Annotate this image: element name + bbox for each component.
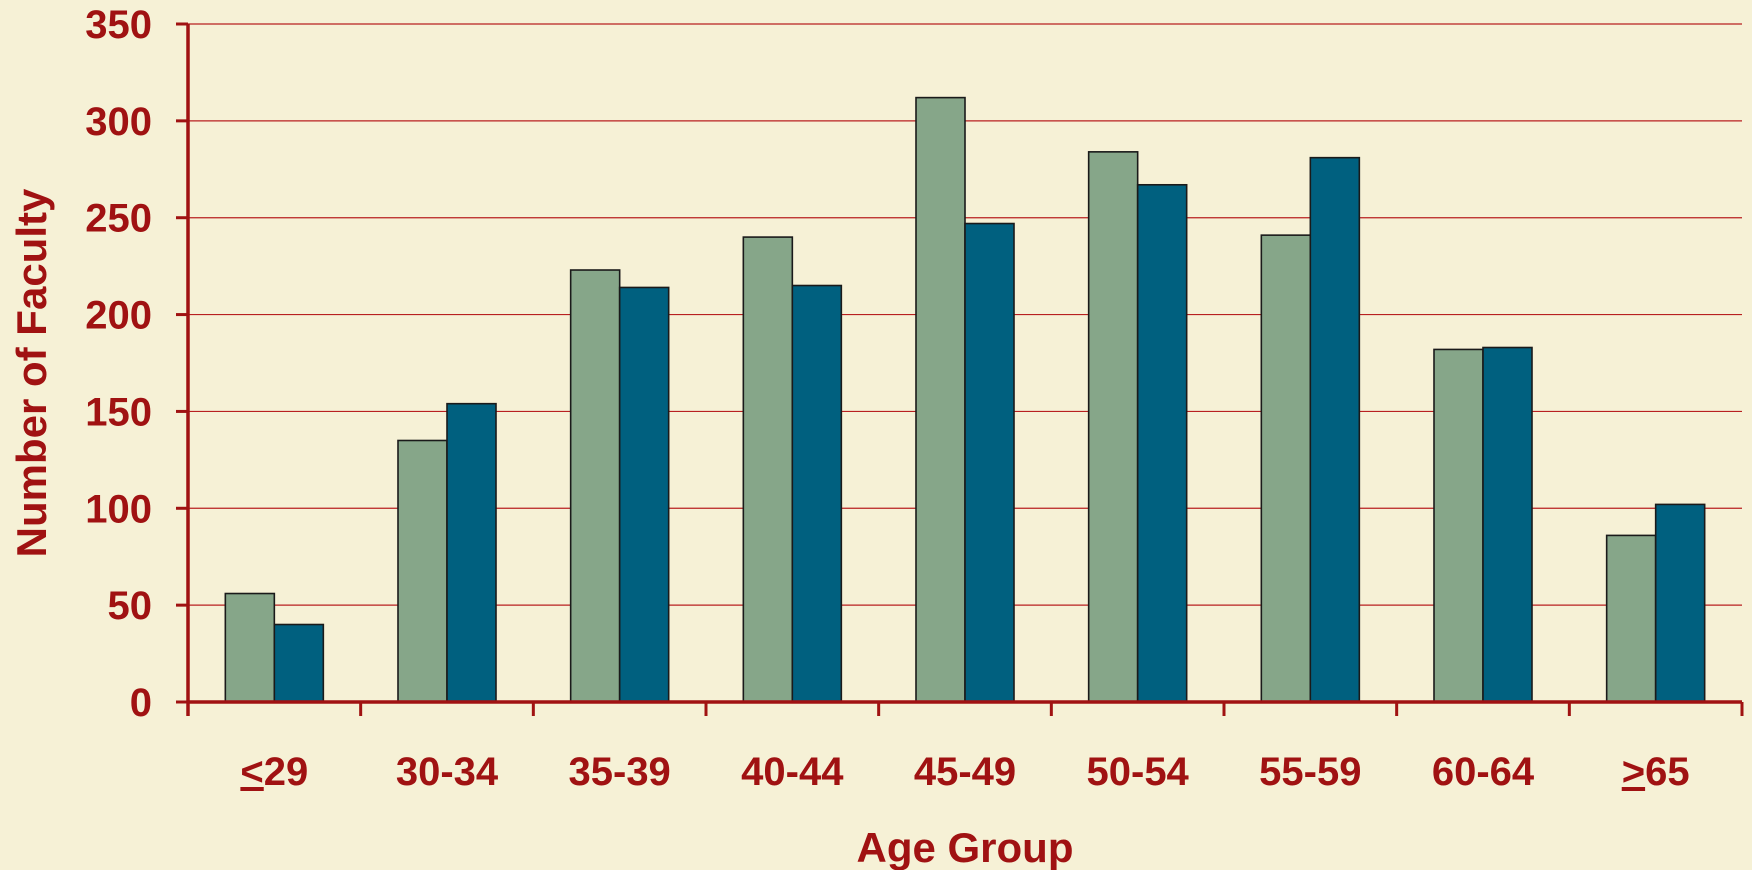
y-tick-label: 200 [85,294,152,338]
bar-series-1-<29 [224,592,276,703]
y-tick-label: 150 [85,390,152,434]
y-tick-label: 100 [85,487,152,531]
x-tick-label: 55-59 [1259,750,1361,794]
x-axis-title: Age Group [857,824,1074,870]
bar-series-2-60-64 [1482,346,1533,703]
axes [176,22,1744,716]
y-axis-title: Number of Faculty [8,188,55,557]
bar-series-1-60-64 [1433,348,1484,703]
y-tick-label: 250 [85,197,152,241]
x-tick-label: 50-54 [1087,750,1190,794]
bar-series-1-30-34 [397,439,448,703]
y-tick-label: 300 [85,100,152,144]
x-tick-label: 35-39 [569,750,671,794]
bar-series-1-45-49 [915,96,966,703]
bar-series-1-50-54 [1087,151,1139,703]
bars [224,96,1706,703]
x-tick-label: 45-49 [914,750,1016,794]
bar-series-2-40-44 [791,284,843,703]
bar-series-1-55-59 [1260,234,1312,703]
x-tick-label: <29 [240,750,308,794]
bar-series-2-35-39 [618,286,670,703]
bar-series-1->65 [1605,534,1657,703]
tick-labels: 0 50 100 150 200 250 300 350 <29 30-34 35-39 40-44 4… [85,3,1689,794]
bar-series-2-30-34 [446,402,497,703]
bar-series-2-55-59 [1309,156,1361,703]
bar-series-2-50-54 [1136,183,1188,703]
bar-series-1-40-44 [742,236,794,703]
bar-series-2-45-49 [964,222,1015,703]
x-tick-label: 30-34 [396,750,499,794]
y-tick-label: 350 [85,3,152,47]
x-tick-label: 60-64 [1432,750,1535,794]
y-tick-label: 0 [130,681,152,725]
bar-series-2->65 [1654,503,1706,703]
bar-series-1-35-39 [569,269,621,703]
bar-series-2-<29 [273,623,325,703]
x-tick-label: >65 [1622,750,1690,794]
x-tick-label: 40-44 [741,750,844,794]
y-tick-label: 50 [108,584,153,628]
